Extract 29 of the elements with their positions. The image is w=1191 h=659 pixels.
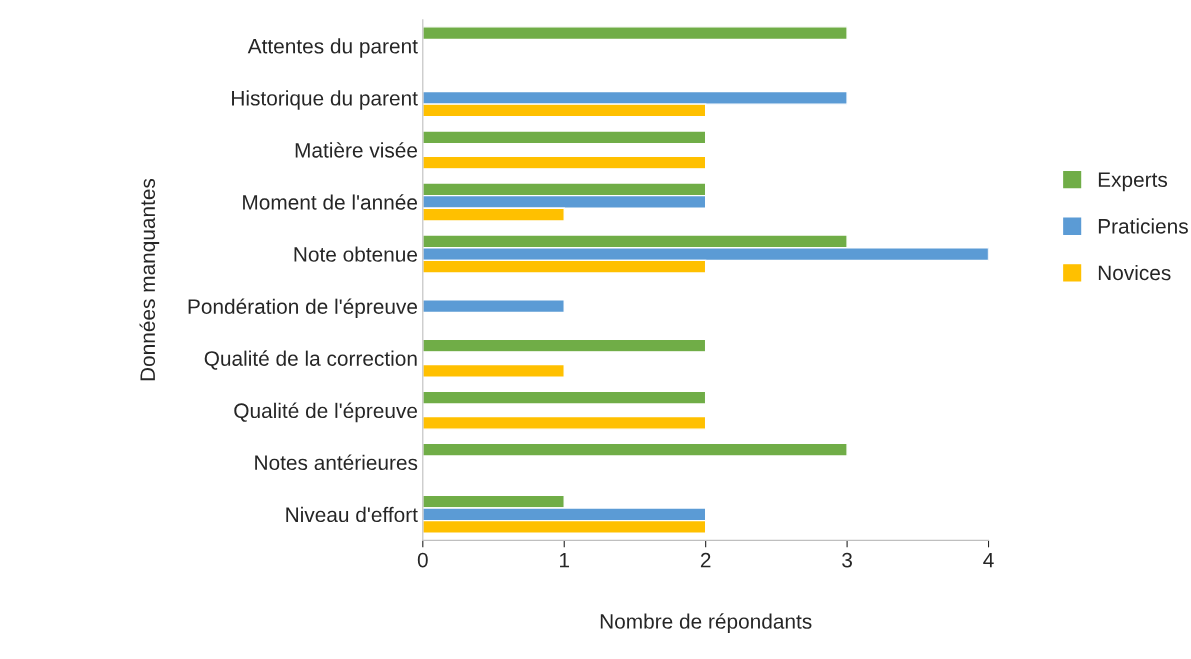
y-tick-label: Qualité de la correction [204, 350, 417, 370]
bar [422, 390, 707, 405]
y-tick-label: Attentes du parent [247, 38, 418, 58]
x-tick-label: 1 [560, 552, 570, 568]
bar [422, 415, 707, 430]
legend-label: Novices [1098, 264, 1171, 281]
x-tick-label: 3 [842, 552, 852, 568]
legend-label: Praticiens [1098, 218, 1188, 234]
bar [422, 26, 848, 41]
bar [422, 155, 707, 170]
y-tick-label: Niveau d'effort [286, 506, 418, 523]
bar [422, 363, 565, 378]
y-tick-label: Moment de l'année [243, 194, 418, 210]
y-tick-label: Matière visée [295, 142, 418, 158]
x-tick-label: 2 [700, 552, 711, 568]
x-axis-title: Nombre de répondants [600, 613, 812, 633]
y-tick-label: Qualité de l'épreuve [234, 402, 418, 423]
y-tick-label: Historique du parent [232, 90, 418, 110]
x-tick-label: 0 [417, 552, 428, 568]
bar [422, 338, 707, 353]
y-tick-label: Notes antérieures [255, 454, 418, 471]
y-tick-label: Note obtenue [294, 246, 418, 262]
bar [422, 442, 848, 457]
legend-label: Experts [1098, 172, 1168, 192]
bar [422, 299, 565, 314]
y-tick-label: Pondération de l'épreuve [188, 298, 418, 319]
x-tick-label: 4 [983, 552, 994, 568]
bar [422, 130, 707, 145]
y-axis-title: Données manquantes [139, 178, 160, 381]
